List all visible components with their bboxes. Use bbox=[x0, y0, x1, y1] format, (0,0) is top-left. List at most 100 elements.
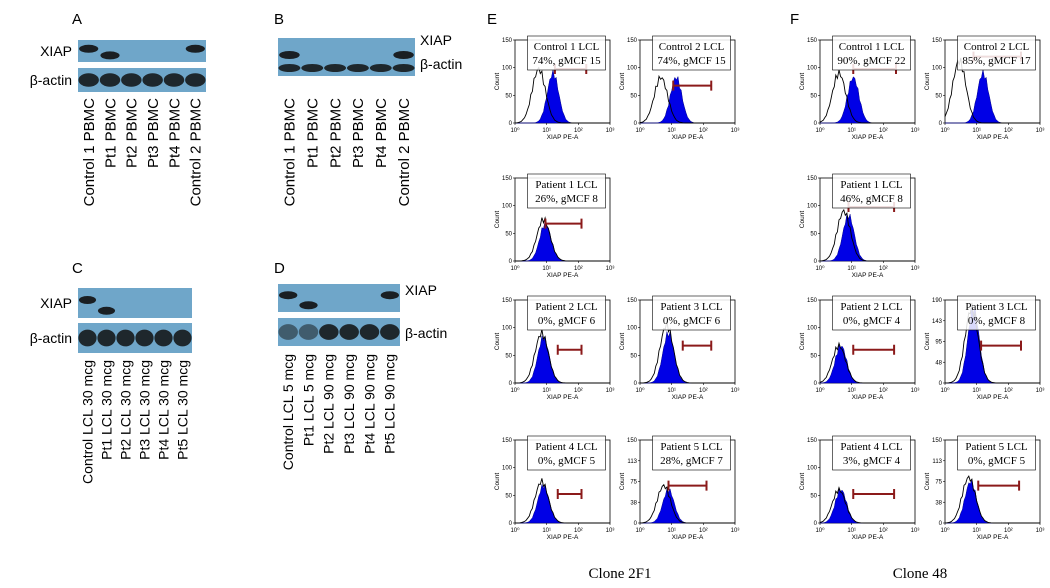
histogram-stats: 0%, gMCF 8 bbox=[968, 315, 1026, 327]
control-histogram bbox=[515, 216, 610, 262]
x-axis-label: XIAP PE-A bbox=[852, 134, 884, 141]
y-axis-label: Count bbox=[494, 211, 501, 229]
control-histogram bbox=[515, 478, 610, 524]
panel-letter: C bbox=[72, 260, 83, 277]
y-tick-label: 38 bbox=[935, 500, 942, 506]
x-tick-label: 10¹ bbox=[972, 388, 981, 394]
y-tick-label: 0 bbox=[939, 381, 943, 387]
band bbox=[79, 44, 99, 53]
lane-label: Pt2 LCL 90 mcg bbox=[321, 354, 337, 454]
lane-label: Pt3 LCL 30 mcg bbox=[136, 360, 152, 460]
blot-strip bbox=[278, 284, 400, 312]
band bbox=[319, 324, 339, 340]
histogram-title: Control 2 LCL bbox=[964, 41, 1030, 53]
histogram-title: Patient 2 LCL bbox=[535, 301, 598, 313]
x-tick-label: 10² bbox=[1004, 128, 1013, 134]
x-tick-label: 10² bbox=[1004, 528, 1013, 534]
lane-label: Pt4 PBMC bbox=[373, 98, 390, 168]
y-tick-label: 100 bbox=[502, 326, 513, 332]
label-box bbox=[652, 435, 731, 471]
x-tick-label: 10¹ bbox=[667, 528, 676, 534]
histogram-stats: 0%, gMCF 5 bbox=[968, 455, 1026, 467]
x-axis-label: XIAP PE-A bbox=[852, 394, 884, 401]
band-label: β-actin bbox=[30, 72, 72, 88]
band bbox=[380, 291, 399, 300]
x-tick-label: 10⁰ bbox=[635, 387, 645, 394]
x-tick-label: 10³ bbox=[911, 266, 920, 272]
x-tick-label: 10¹ bbox=[847, 388, 856, 394]
x-axis-label: XIAP PE-A bbox=[977, 534, 1009, 541]
y-tick-label: 75 bbox=[630, 480, 637, 486]
band bbox=[393, 51, 414, 59]
y-tick-label: 0 bbox=[814, 521, 818, 527]
control-histogram bbox=[639, 320, 735, 384]
x-axis-label: XIAP PE-A bbox=[672, 134, 704, 141]
label-box bbox=[527, 173, 606, 209]
band bbox=[173, 329, 192, 347]
lane-label: Control LCL 30 mcg bbox=[79, 360, 95, 484]
x-tick-label: 10³ bbox=[606, 388, 615, 394]
x-axis-label: XIAP PE-A bbox=[977, 134, 1009, 141]
x-axis-label: XIAP PE-A bbox=[672, 534, 704, 541]
y-tick-label: 100 bbox=[932, 66, 943, 72]
x-axis-label: XIAP PE-A bbox=[547, 134, 579, 141]
x-tick-label: 10³ bbox=[1036, 388, 1045, 394]
x-tick-label: 10² bbox=[574, 128, 583, 134]
y-tick-label: 50 bbox=[810, 353, 817, 359]
histogram-title: Patient 2 LCL bbox=[840, 301, 903, 313]
y-tick-label: 95 bbox=[935, 340, 942, 346]
y-axis-label: Count bbox=[799, 473, 806, 491]
y-tick-label: 150 bbox=[502, 38, 513, 44]
y-tick-label: 0 bbox=[634, 381, 638, 387]
band bbox=[97, 329, 116, 347]
y-tick-label: 150 bbox=[807, 298, 818, 304]
band bbox=[346, 64, 369, 72]
y-tick-label: 0 bbox=[939, 521, 943, 527]
y-tick-label: 113 bbox=[627, 459, 637, 465]
histogram-stats: 0%, gMCF 5 bbox=[538, 455, 596, 467]
x-tick-label: 10³ bbox=[606, 128, 615, 134]
x-axis-label: XIAP PE-A bbox=[547, 272, 579, 279]
y-axis-label: Count bbox=[619, 333, 626, 351]
y-tick-label: 0 bbox=[509, 521, 513, 527]
band bbox=[100, 51, 120, 60]
label-box bbox=[652, 35, 731, 71]
lane-label: Pt1 PBMC bbox=[305, 98, 322, 168]
histogram: Patient 2 LCL 0%, gMCF 4 0 50 100 150 10⁰ 10¹ 10… bbox=[799, 295, 919, 401]
y-axis-label: Count bbox=[619, 73, 626, 91]
x-tick-label: 10¹ bbox=[847, 128, 856, 134]
blot-strip bbox=[278, 38, 415, 76]
lane-label: Control 1 PBMC bbox=[81, 98, 98, 207]
x-tick-label: 10³ bbox=[911, 128, 920, 134]
band bbox=[99, 73, 121, 87]
band-label: β-actin bbox=[30, 330, 72, 346]
y-axis-label: Count bbox=[494, 333, 501, 351]
band bbox=[135, 329, 154, 347]
lane-label: Control LCL 5 mcg bbox=[280, 354, 296, 470]
control-histogram bbox=[819, 486, 915, 524]
band bbox=[116, 329, 135, 347]
histogram: Patient 5 LCL 0%, gMCF 5 0 38 75 113 150 10⁰ 10¹… bbox=[924, 435, 1044, 541]
panel-letter: E bbox=[487, 11, 497, 28]
y-axis-label: Count bbox=[799, 211, 806, 229]
control-histogram bbox=[640, 483, 735, 524]
lane-label: Pt3 LCL 90 mcg bbox=[341, 354, 357, 454]
y-tick-label: 150 bbox=[807, 438, 818, 444]
x-axis-label: XIAP PE-A bbox=[852, 534, 884, 541]
histogram: Control 1 LCL 90%, gMCF 22 0 50 100 150 10⁰ 10¹… bbox=[799, 35, 920, 141]
lane-label: Pt1 LCL 5 mcg bbox=[300, 354, 316, 446]
y-tick-label: 38 bbox=[630, 500, 637, 506]
histogram: Control 2 LCL 85%, gMCF 17 0 50 100 150 10⁰ 10¹… bbox=[924, 35, 1044, 141]
band bbox=[298, 324, 319, 340]
label-box bbox=[652, 295, 731, 331]
panel-caption: Clone 2F1 bbox=[589, 566, 652, 582]
panel-letter: A bbox=[72, 11, 82, 28]
x-tick-label: 10¹ bbox=[972, 528, 981, 534]
lane-label: Pt1 LCL 30 mcg bbox=[98, 360, 114, 460]
band bbox=[392, 64, 415, 72]
histogram-stats: 0%, gMCF 6 bbox=[538, 315, 596, 327]
x-tick-label: 10² bbox=[574, 528, 583, 534]
lane-label: Pt4 LCL 90 mcg bbox=[361, 354, 377, 454]
control-histogram bbox=[514, 66, 610, 124]
y-tick-label: 50 bbox=[630, 93, 637, 99]
